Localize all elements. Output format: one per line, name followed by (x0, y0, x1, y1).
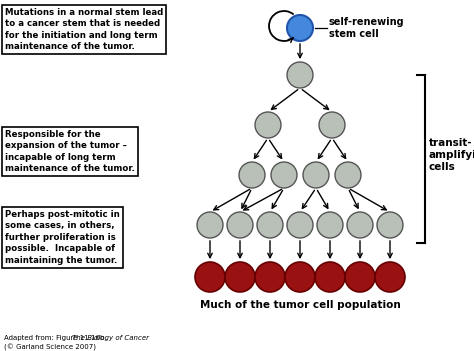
Text: self-renewing
stem cell: self-renewing stem cell (329, 17, 405, 39)
Circle shape (303, 162, 329, 188)
Circle shape (255, 112, 281, 138)
Circle shape (377, 212, 403, 238)
Text: transit-
amplifying
cells: transit- amplifying cells (429, 138, 474, 172)
Circle shape (347, 212, 373, 238)
Circle shape (225, 262, 255, 292)
Circle shape (375, 262, 405, 292)
Circle shape (315, 262, 345, 292)
Circle shape (227, 212, 253, 238)
Circle shape (257, 212, 283, 238)
Circle shape (271, 162, 297, 188)
Text: (© Garland Science 2007): (© Garland Science 2007) (4, 344, 96, 351)
Circle shape (319, 112, 345, 138)
Circle shape (195, 262, 225, 292)
Circle shape (317, 212, 343, 238)
Text: Perhaps post-mitotic in
some cases, in others,
further proliferation is
possible: Perhaps post-mitotic in some cases, in o… (5, 210, 120, 265)
Circle shape (287, 212, 313, 238)
Circle shape (197, 212, 223, 238)
Circle shape (255, 262, 285, 292)
Circle shape (285, 262, 315, 292)
Circle shape (335, 162, 361, 188)
Circle shape (287, 15, 313, 41)
Circle shape (287, 62, 313, 88)
Circle shape (345, 262, 375, 292)
Text: Much of the tumor cell population: Much of the tumor cell population (200, 300, 401, 310)
Circle shape (239, 162, 265, 188)
Text: Responsible for the
expansion of the tumor –
incapable of long term
maintenance : Responsible for the expansion of the tum… (5, 130, 135, 173)
Text: The Biology of Cancer: The Biology of Cancer (72, 335, 149, 341)
Text: Adapted from: Figure 11.16b: Adapted from: Figure 11.16b (4, 335, 109, 341)
Text: Mutations in a normal stem lead
to a cancer stem that is needed
for the initiati: Mutations in a normal stem lead to a can… (5, 8, 163, 51)
